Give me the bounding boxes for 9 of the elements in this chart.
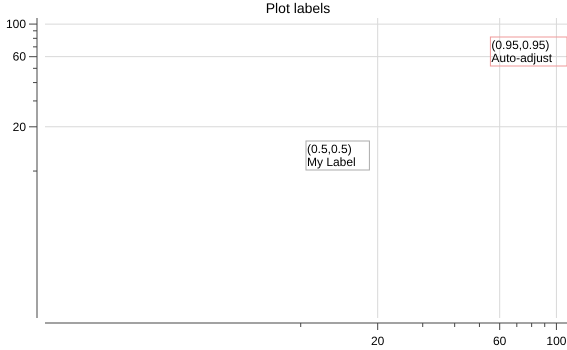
y-tick-label: 20 — [12, 120, 26, 134]
annotation: (0.5,0.5) My Label — [307, 142, 356, 169]
x-tick-label: 60 — [493, 334, 507, 348]
x-tick-label: 100 — [546, 334, 567, 348]
x-tick-label: 20 — [371, 334, 385, 348]
annotation: (0.95,0.95) Auto-adjust — [491, 38, 553, 65]
y-tick-label: 60 — [12, 50, 26, 64]
chart-title: Plot labels — [266, 0, 330, 16]
y-tick-label: 100 — [6, 17, 26, 32]
